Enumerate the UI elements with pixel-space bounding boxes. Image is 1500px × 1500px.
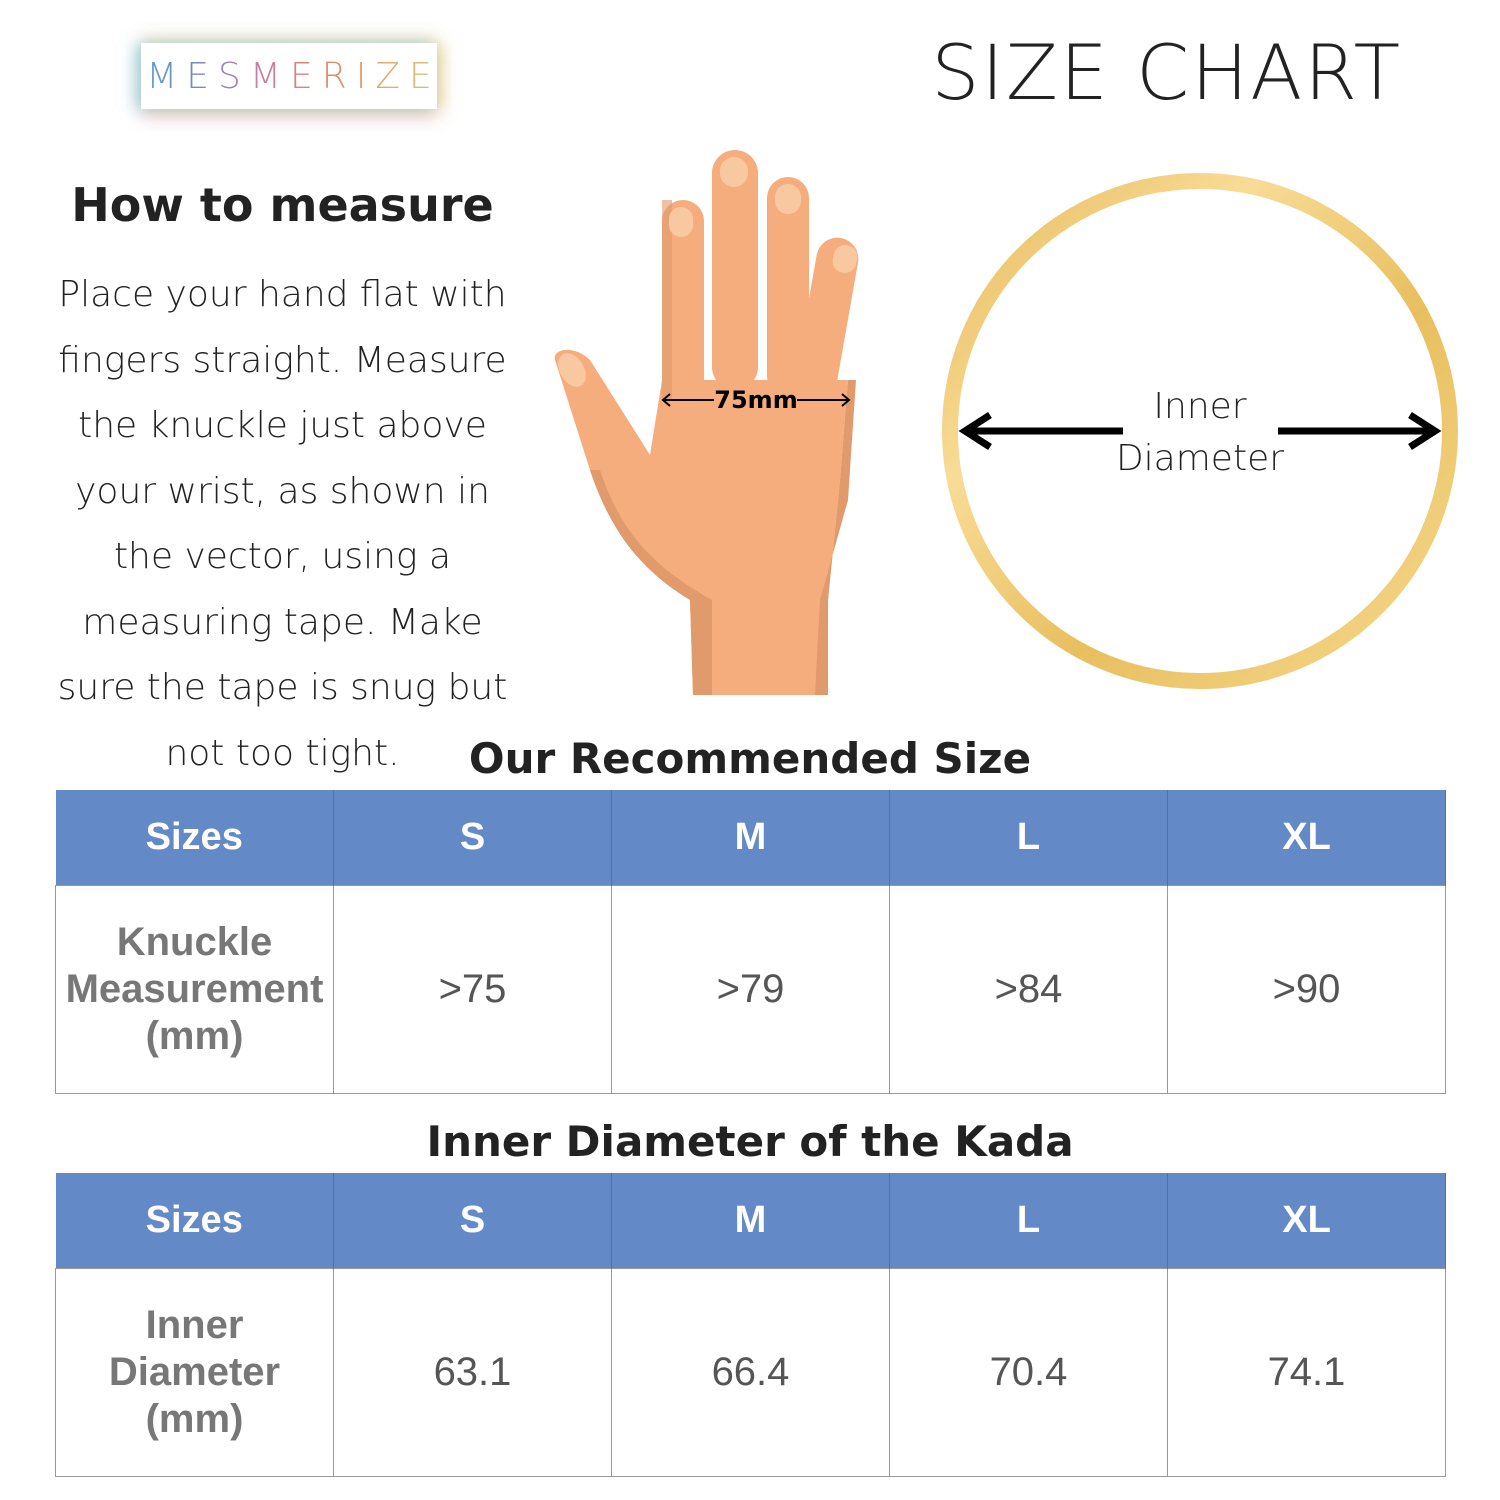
ring-label-line1: Inner — [1153, 386, 1246, 427]
row-label-line: Diameter — [108, 1350, 281, 1394]
value-l: 70.4 — [889, 1268, 1168, 1477]
row-label-line: Inner — [145, 1303, 244, 1347]
header-xl: XL — [1167, 790, 1446, 886]
header-s: S — [333, 790, 612, 886]
row-label-line: (mm) — [145, 1014, 244, 1058]
row-label-line: Knuckle — [116, 920, 273, 964]
row-label-line: (mm) — [145, 1397, 244, 1441]
page-title: SIZE CHART — [931, 28, 1402, 117]
logo-text: MESMERIZE — [137, 56, 441, 97]
inner-diameter-table: Sizes S M L XL Inner Diameter (mm) 63.1 … — [55, 1173, 1446, 1477]
header-sizes: Sizes — [55, 790, 334, 886]
brand-logo: MESMERIZE — [141, 43, 437, 109]
header-sizes: Sizes — [55, 1173, 334, 1269]
header-l: L — [889, 790, 1168, 886]
recommended-size-table: Sizes S M L XL Knuckle Measurement (mm) … — [55, 790, 1446, 1094]
row-label: Inner Diameter (mm) — [55, 1268, 334, 1477]
row-label: Knuckle Measurement (mm) — [55, 885, 334, 1094]
ring-illustration: Inner Diameter — [942, 173, 1458, 689]
table-header-row: Sizes S M L XL — [55, 1173, 1446, 1269]
how-to-measure-text: Place your hand flat with fingers straig… — [57, 274, 508, 774]
value-xl: 74.1 — [1167, 1268, 1446, 1477]
ring-label-line2: Diameter — [1116, 438, 1284, 479]
header-m: M — [611, 790, 890, 886]
table-row: Inner Diameter (mm) 63.1 66.4 70.4 74.1 — [55, 1268, 1446, 1477]
row-label-line: Measurement — [65, 967, 324, 1011]
header-m: M — [611, 1173, 890, 1269]
header-l: L — [889, 1173, 1168, 1269]
value-m: 66.4 — [611, 1268, 890, 1477]
value-s: 63.1 — [333, 1268, 612, 1477]
value-xl: >90 — [1167, 885, 1446, 1094]
recommended-size-heading: Our Recommended Size — [468, 734, 1032, 783]
table-header-row: Sizes S M L XL — [55, 790, 1446, 886]
table-row: Knuckle Measurement (mm) >75 >79 >84 >90 — [55, 885, 1446, 1094]
how-to-measure-heading: How to measure — [71, 178, 494, 232]
header-s: S — [333, 1173, 612, 1269]
value-m: >79 — [611, 885, 890, 1094]
value-l: >84 — [889, 885, 1168, 1094]
inner-diameter-heading: Inner Diameter of the Kada — [426, 1117, 1074, 1166]
header-xl: XL — [1167, 1173, 1446, 1269]
hand-measurement-label: 75mm — [714, 386, 797, 414]
value-s: >75 — [333, 885, 612, 1094]
hand-illustration: 75mm — [554, 150, 859, 695]
illustrations: 75mm Inner Diameter — [554, 150, 1458, 695]
